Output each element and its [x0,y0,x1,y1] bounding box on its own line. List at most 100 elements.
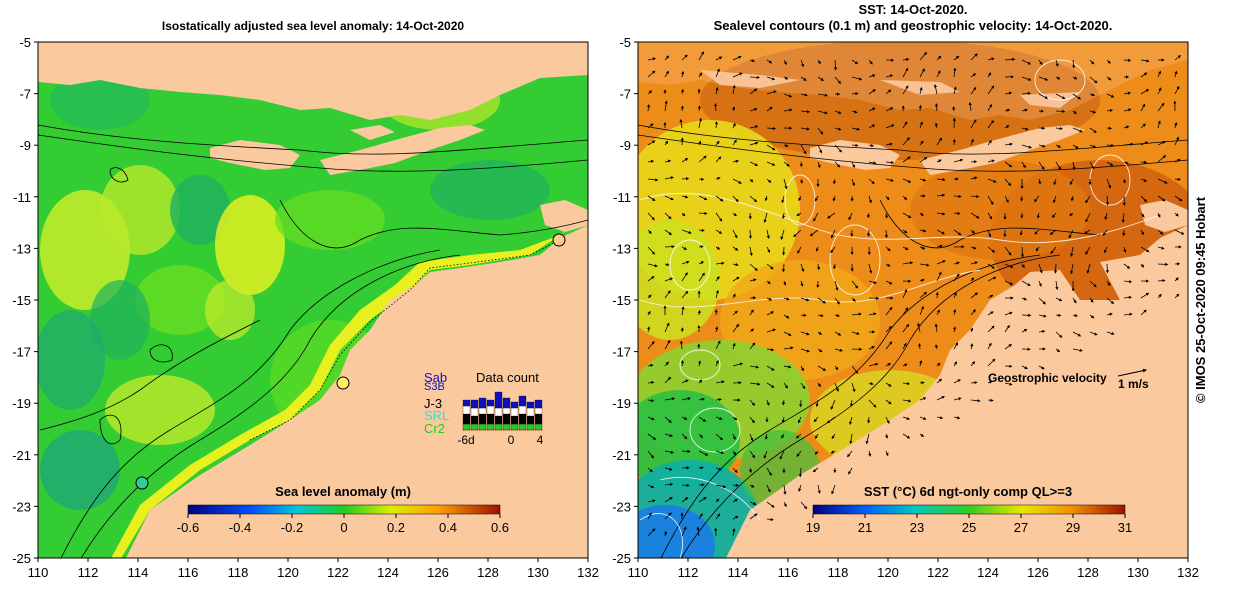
data-count-bar-segment [503,414,510,424]
imos-credit: © IMOS 25-Oct-2020 09:45 Hobart [1193,196,1208,403]
left-xtick-label: 122 [327,565,349,580]
right-ytick-label: -11 [613,190,631,205]
data-count-bar-segment [471,416,478,424]
left-xtick-label: 118 [228,565,249,580]
data-count-bar-segment [463,414,470,424]
velocity-arrow [1021,196,1022,201]
left-ytick-label: -9 [19,138,31,153]
right-xtick-label: 122 [927,565,949,580]
left-ytick-label: -13 [12,241,31,256]
right-xtick-label: 110 [628,565,649,580]
sst-colorbar-tick-label: 19 [806,520,820,535]
data-count-bar-segment [527,402,534,408]
data-count-bar-segment [511,416,518,424]
data-count-bar-segment [519,424,526,430]
data-count-bar-segment [527,416,534,424]
right-xtick-label: 112 [678,565,699,580]
right-ytick-label: -7 [619,87,631,102]
data-count-bar-segment [527,408,534,416]
data-count-bar-segment [535,414,542,424]
left-ytick-label: -23 [12,499,31,514]
data-count-bar-segment [479,398,486,408]
left-ytick-label: -15 [12,293,31,308]
sst-colorbar-tick-label: 31 [1118,520,1132,535]
data-count-bar-segment [487,400,494,406]
data-count-bar-segment [519,414,526,424]
right-ytick-label: -21 [612,448,631,463]
right-xtick-label: 114 [728,565,749,580]
sla-colorbar-tick-label: -0.4 [229,520,251,535]
right-ytick-label: -13 [612,241,631,256]
data-count-bar-segment [495,408,502,416]
left-xtick-label: 126 [427,565,449,580]
data-count-bar-segment [471,424,478,430]
right-xtick-label: 116 [778,565,799,580]
data-count-bar-segment [511,402,518,408]
data-count-bar-segment [471,408,478,416]
sst-colorbar-tick-label: 21 [858,520,872,535]
sla-colorbar-tick-label: -0.2 [281,520,303,535]
data-count-bar-segment [503,398,510,408]
left-ytick-label: -17 [12,345,31,360]
left-title: Isostatically adjusted sea level anomaly… [162,19,464,33]
data-count-bar-segment [495,416,502,424]
sla-colorbar-tick-label: 0.4 [439,520,457,535]
left-xtick-label: 128 [477,565,499,580]
sla-colorbar-tick-label: 0 [340,520,347,535]
right-xtick-label: 126 [1027,565,1049,580]
velocity-arrow [971,161,976,162]
right-ytick-label: -19 [612,396,631,411]
data-count-bar-segment [495,392,502,408]
right-ytick-label: -23 [612,499,631,514]
sla-colorbar-tick-label: 0.2 [387,520,405,535]
sla-colorbar-gradient [188,505,500,514]
data-count-tick-start: -6d [457,433,474,447]
data-count-tick-zero: 0 [508,433,515,447]
sla-colorbar-tick-label: -0.6 [177,520,199,535]
right-ytick-label: -15 [612,293,631,308]
left-xtick-label: 124 [377,565,399,580]
right-title-line1: SST: 14-Oct-2020. [858,2,967,17]
data-count-bar-segment [519,406,526,414]
sla-colorbar-tick-label: 0.6 [491,520,509,535]
right-map [615,40,1210,585]
data-count-bar-segment [487,406,494,414]
velocity-scale-label: 1 m/s [1118,377,1149,391]
left-xtick-label: 114 [128,565,149,580]
left-xtick-label: 130 [527,565,549,580]
velocity-arrow [988,400,993,401]
left-ytick-label: -25 [12,551,31,566]
data-count-bar-segment [487,414,494,424]
data-count-bar-segment [503,424,510,430]
sst-colorbar-tick-label: 25 [962,520,976,535]
velocity-arrow [1107,128,1111,129]
data-count-bar-segment [463,406,470,414]
left-xtick-label: 116 [178,565,199,580]
left-ytick-label: -7 [19,87,31,102]
data-count-tick-end: 4 [537,433,544,447]
data-count-bar-segment [535,408,542,414]
right-xtick-label: 120 [877,565,899,580]
velocity-arrow [1175,179,1180,180]
right-ytick-label: -5 [619,35,631,50]
sat-label-cr2: Cr2 [424,421,445,436]
data-count-bar-segment [503,408,510,414]
velocity-arrow [682,328,683,332]
sat-label-s3b: S3B [424,381,445,393]
velocity-arrow [801,162,802,166]
velocity-legend-label: Geostrophic velocity [988,371,1107,385]
sst-colorbar-label: SST (°C) 6d ngt-only comp QL>=3 [864,484,1072,499]
velocity-arrow [699,230,704,231]
right-xtick-label: 132 [1177,565,1199,580]
data-count-bar-segment [511,424,518,430]
data-count-bar-segment [479,408,486,414]
left-xtick-label: 120 [277,565,299,580]
data-count-bar-segment [471,400,478,408]
velocity-arrow [953,107,954,111]
data-count-bar-segment [463,400,470,406]
sst-colorbar-gradient [813,505,1125,514]
data-count-bar-segment [535,424,542,430]
data-count-bar-segment [463,424,470,430]
sla-colorbar-label: Sea level anomaly (m) [275,484,411,499]
